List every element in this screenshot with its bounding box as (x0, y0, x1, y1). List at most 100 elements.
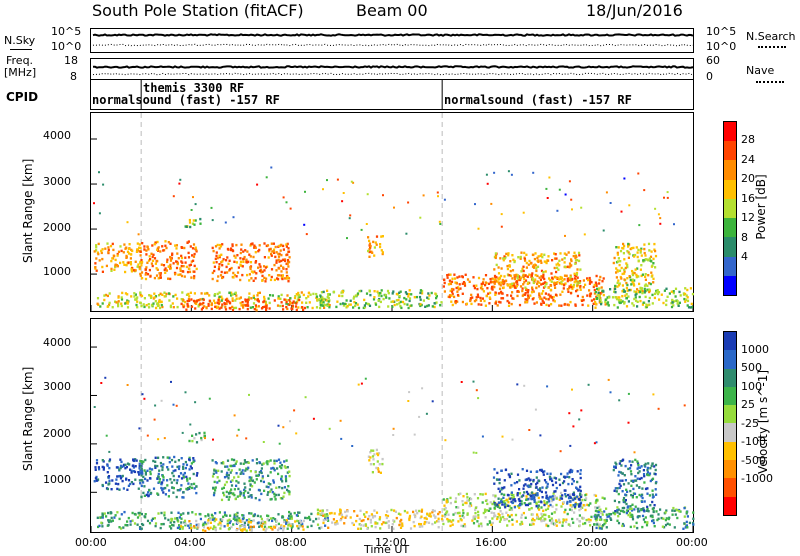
velocity-cell (179, 472, 183, 475)
velocity-cell (646, 492, 649, 495)
power-cell (289, 297, 292, 300)
velocity-cell (248, 512, 251, 515)
velocity-cell (610, 518, 613, 521)
power-cell (576, 288, 579, 292)
velocity-cell (156, 464, 159, 468)
velocity-cell (613, 489, 616, 492)
velocity-cell (492, 494, 495, 497)
power-colorbar-tick: 24 (741, 152, 755, 166)
velocity-cell (180, 484, 183, 487)
velocity-cell (603, 510, 606, 513)
power-cell (672, 290, 675, 293)
velocity-cell (484, 510, 487, 513)
velocity-cell (615, 463, 618, 466)
velocity-cell (548, 500, 551, 503)
velocity-cell (370, 513, 373, 516)
power-cell (508, 264, 511, 267)
velocity-cell (227, 477, 230, 480)
power-cell (634, 268, 637, 271)
velocity-cell (382, 521, 385, 524)
power-cell (277, 255, 281, 258)
velocity-cell (418, 415, 421, 418)
velocity-cell (151, 468, 154, 471)
velocity-cell (326, 516, 329, 520)
power-cell (164, 295, 167, 298)
power-cell (594, 281, 597, 284)
power-cell (663, 196, 665, 199)
velocity-cell (548, 515, 551, 519)
velocity-cell (501, 512, 504, 516)
power-cell (604, 303, 607, 306)
velocity-cell (594, 501, 597, 504)
velocity-cell (226, 519, 229, 522)
velocity-cell (95, 459, 99, 462)
velocity-cell (360, 519, 363, 523)
velocity-cell (237, 487, 240, 491)
velocity-cell (288, 470, 291, 473)
velocity-cell (166, 479, 169, 482)
velocity-cell (119, 464, 123, 468)
power-cell (145, 249, 148, 252)
power-cell (549, 288, 552, 292)
power-cell (466, 278, 470, 281)
velocity-cell (638, 477, 641, 481)
velocity-cell (549, 503, 552, 507)
velocity-cell (138, 479, 141, 482)
power-cell (631, 281, 634, 284)
velocity-cell (136, 523, 139, 526)
power-cell (379, 243, 382, 246)
velocity-cell (178, 516, 181, 519)
velocity-cell (444, 513, 447, 516)
velocity-cell (480, 522, 483, 525)
power-cell (648, 288, 651, 291)
power-cell (199, 222, 202, 225)
velocity-cell (457, 520, 460, 523)
power-cell (280, 270, 283, 273)
velocity-cell (496, 516, 499, 519)
velocity-cell (612, 468, 615, 472)
velocity-cell (287, 524, 290, 527)
power-cell (140, 264, 143, 267)
velocity-cell (446, 517, 449, 521)
power-cell (625, 262, 628, 265)
power-cell (249, 306, 252, 309)
power-cell (162, 249, 165, 252)
power-cell (374, 303, 378, 306)
velocity-cell (324, 517, 327, 521)
velocity-cell (516, 383, 519, 386)
velocity-cell (476, 497, 480, 500)
velocity-cell (226, 459, 230, 462)
velocity-cell (443, 515, 447, 518)
velocity-cell (642, 507, 645, 510)
velocity-cell (438, 511, 441, 514)
power-cell (541, 299, 544, 302)
velocity-cell (344, 516, 347, 519)
power-cell (231, 297, 234, 300)
velocity-cell (140, 512, 143, 516)
velocity-cell (571, 493, 574, 496)
power-cell (576, 283, 579, 286)
velocity-cell (442, 498, 445, 501)
velocity-cell (364, 524, 368, 527)
nave-legend-line (756, 81, 784, 83)
velocity-cell (164, 493, 167, 496)
velocity-cell (270, 526, 273, 530)
power-cell (521, 287, 524, 290)
power-cell (690, 302, 693, 306)
power-cell (671, 298, 674, 302)
velocity-cell (526, 492, 529, 496)
velocity-cell (368, 515, 371, 518)
velocity-cell (126, 488, 129, 491)
velocity-cell (170, 517, 173, 521)
velocity-cell (671, 509, 674, 512)
power-cell (625, 292, 628, 296)
power-cell (272, 248, 276, 251)
velocity-cell (520, 500, 523, 503)
velocity-cell (272, 481, 275, 484)
power-cell (156, 268, 159, 271)
power-cell (623, 244, 626, 248)
power-cell (194, 246, 197, 249)
velocity-cell (186, 479, 189, 482)
velocity-cell (216, 476, 219, 479)
power-cell (579, 286, 582, 289)
